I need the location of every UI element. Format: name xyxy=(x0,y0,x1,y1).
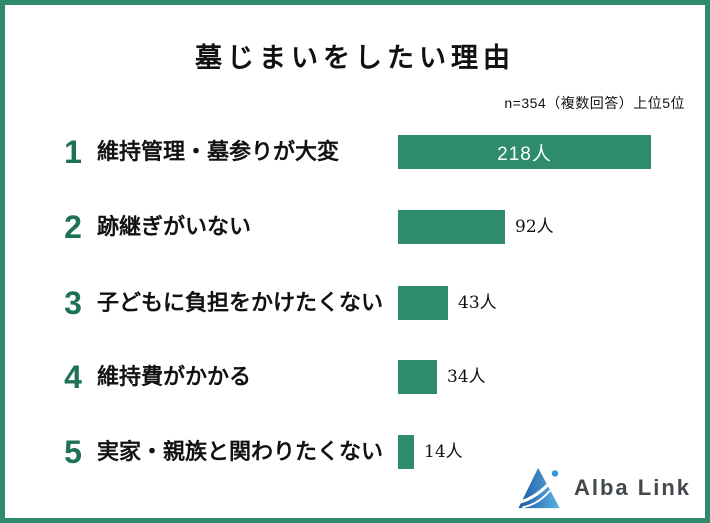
bar-value-inside: 218人 xyxy=(497,143,552,165)
bar: 218人 xyxy=(398,135,651,169)
bar-row: 4 維持費がかかる 34人 xyxy=(5,360,705,394)
category-label: 子どもに負担をかけたくない xyxy=(97,290,384,315)
bar-row: 1 維持管理・墓参りが大変 218人 xyxy=(5,135,705,169)
alba-link-logo: Alba Link xyxy=(516,465,691,510)
bar xyxy=(398,435,414,469)
category-label: 維持管理・墓参りが大変 xyxy=(97,139,340,164)
rank-number: 4 xyxy=(64,359,82,395)
bar xyxy=(398,360,437,394)
rank-number: 1 xyxy=(64,134,82,170)
chart-title: 墓じまいをしたい理由 xyxy=(195,43,515,73)
bar-row: 2 跡継ぎがいない 92人 xyxy=(5,210,705,244)
bar-row: 3 子どもに負担をかけたくない 43人 xyxy=(5,286,705,320)
bar-value-outside: 34人 xyxy=(447,367,486,387)
brand-name: Alba Link xyxy=(573,474,691,500)
category-label: 実家・親族と関わりたくない xyxy=(97,439,384,464)
sample-size-note: n=354（複数回答）上位5位 xyxy=(504,95,685,111)
bar xyxy=(398,210,505,244)
bar-value-outside: 43人 xyxy=(458,293,497,313)
bar xyxy=(398,286,448,320)
category-label: 跡継ぎがいない xyxy=(97,214,252,239)
bar-value-outside: 92人 xyxy=(515,217,554,237)
rank-number: 2 xyxy=(64,209,82,245)
rank-number: 3 xyxy=(64,285,82,321)
bar-row: 5 実家・親族と関わりたくない 14人 xyxy=(5,435,705,469)
bar-value-outside: 14人 xyxy=(424,442,463,462)
category-label: 維持費がかかる xyxy=(97,364,252,389)
rank-number: 5 xyxy=(64,434,82,470)
alba-link-triangle-icon xyxy=(516,467,560,509)
